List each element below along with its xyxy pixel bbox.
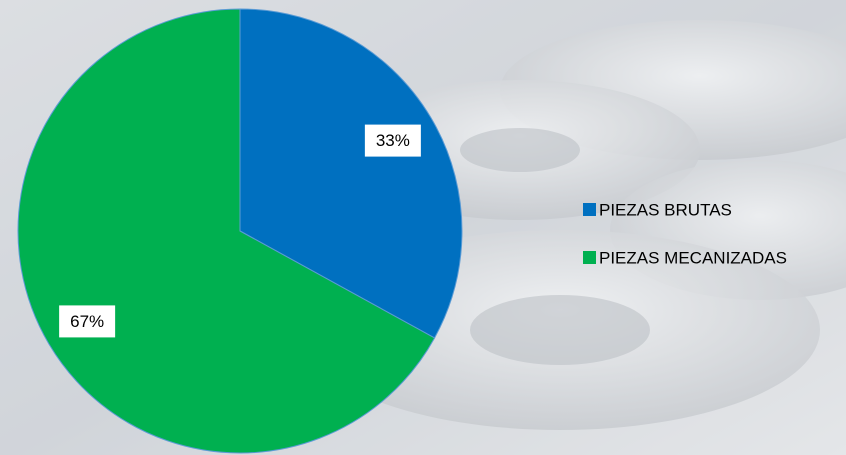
chart: 33% 67% PIEZAS BRUTAS PIEZAS MECANIZADAS [0,0,846,455]
data-label: 67% [59,305,115,337]
legend-label: PIEZAS MECANIZADAS [599,248,787,267]
legend-swatch [583,203,596,216]
data-label-text: 67% [70,312,104,331]
data-label-text: 33% [376,131,410,150]
legend-label: PIEZAS BRUTAS [599,200,732,219]
data-label: 33% [365,125,421,157]
pie: 33% 67% [18,9,462,453]
legend-swatch [583,251,596,264]
